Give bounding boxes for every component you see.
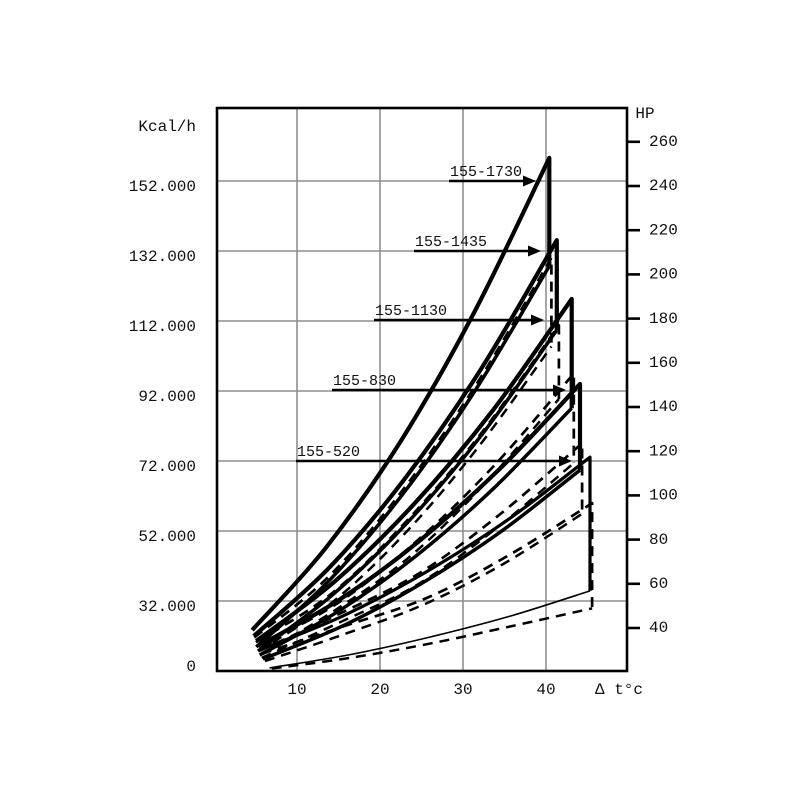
hp-axis-title: HP — [635, 105, 654, 123]
axis-ticks — [626, 140, 640, 630]
arrowhead-icon-155-1435 — [528, 245, 541, 257]
kcal-tick-label-112000: 112.000 — [129, 318, 196, 336]
hp-tick-label-120: 120 — [649, 442, 678, 460]
curve-155-1435-solid-upper — [252, 238, 559, 638]
hp-tick-label-100: 100 — [649, 487, 678, 505]
x-tick-label-20: 20 — [370, 681, 389, 699]
curve-155-520-dashed-lower — [271, 607, 593, 670]
hp-tick-label-80: 80 — [649, 531, 668, 549]
kcal-tick-label-32000: 32.000 — [138, 598, 196, 616]
hp-tick-label-140: 140 — [649, 398, 678, 416]
curve-label-155-1130: 155-1130 — [375, 303, 447, 320]
performance-curves — [250, 155, 594, 670]
curve-155-1130-solid-upper — [255, 296, 574, 643]
x-axis-title: Δ t°c — [595, 681, 643, 699]
curve-155-1435-solid-lower — [256, 329, 559, 653]
arrowhead-icon-155-830 — [553, 384, 566, 396]
arrowhead-icon-155-1130 — [531, 314, 544, 326]
x-tick-label-10: 10 — [287, 681, 306, 699]
kcal-tick-label-0: 0 — [186, 658, 196, 676]
curve-label-155-1435: 155-1435 — [415, 234, 487, 251]
hp-tick-label-180: 180 — [649, 310, 678, 328]
kcal-tick-label-92000: 92.000 — [138, 388, 196, 406]
curve-155-1730-solid-upper — [250, 155, 552, 632]
curve-155-1130-solid-lower — [258, 406, 573, 657]
curve-155-830-solid-upper — [256, 381, 583, 648]
x-tick-label-40: 40 — [536, 681, 555, 699]
kcal-tick-label-52000: 52.000 — [138, 528, 196, 546]
arrowhead-icon-155-520 — [559, 455, 572, 467]
hp-tick-label-160: 160 — [649, 354, 678, 372]
x-tick-label-30: 30 — [453, 681, 472, 699]
curve-155-520-solid-upper — [259, 455, 592, 652]
arrowhead-icon-155-1730 — [523, 175, 536, 187]
curve-155-830-dashed-lower — [264, 512, 583, 663]
plot-frame — [215, 106, 629, 673]
plot-border — [215, 106, 629, 673]
curve-155-830-dashed-upper — [259, 441, 584, 652]
axis-tick-labels: 152.000 132.000 112.000 92.000 72.000 52.000 3… — [129, 133, 678, 699]
curve-label-155-520: 155-520 — [297, 444, 360, 461]
curve-155-830-solid-lower — [262, 468, 582, 661]
hp-tick-label-200: 200 — [649, 266, 678, 284]
curve-155-1730-dashed-upper — [253, 256, 553, 639]
curve-label-155-1730: 155-1730 — [450, 164, 522, 181]
kcal-tick-label-132000: 132.000 — [129, 248, 196, 266]
hp-tick-label-220: 220 — [649, 221, 678, 239]
curve-label-155-830: 155-830 — [333, 373, 396, 390]
kcal-tick-label-152000: 152.000 — [129, 178, 196, 196]
curve-155-1730-dashed-lower — [257, 345, 553, 653]
hp-tick-label-260: 260 — [649, 133, 678, 151]
curve-155-520-solid-lower — [269, 590, 591, 669]
curve-label-arrows: 155-1730 155-1435 155-1130 155-830 155-520 — [296, 164, 572, 467]
hp-tick-label-240: 240 — [649, 177, 678, 195]
kcal-axis-title: Kcal/h — [138, 118, 196, 136]
hp-tick-label-40: 40 — [649, 619, 668, 637]
kcal-tick-label-72000: 72.000 — [138, 458, 196, 476]
hp-tick-label-60: 60 — [649, 575, 668, 593]
